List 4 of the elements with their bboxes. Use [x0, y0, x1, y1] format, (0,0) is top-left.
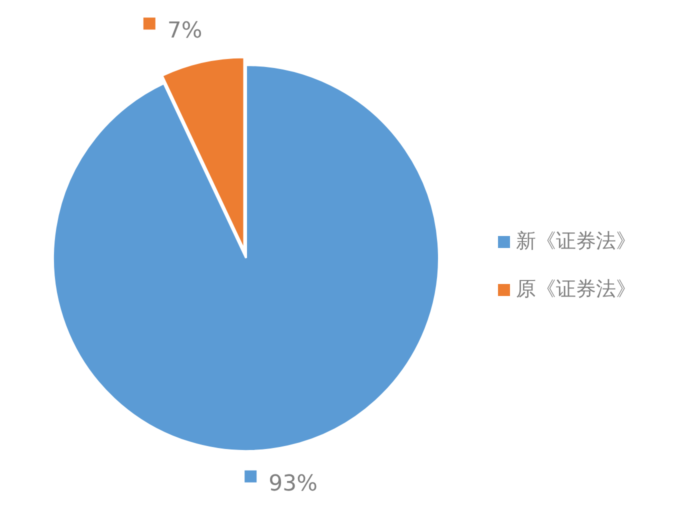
data-label: 93% — [268, 471, 318, 496]
data-label: 7% — [167, 18, 202, 44]
legend-label: 原《证券法》 — [516, 276, 636, 300]
legend-label: 新《证券法》 — [516, 228, 636, 252]
